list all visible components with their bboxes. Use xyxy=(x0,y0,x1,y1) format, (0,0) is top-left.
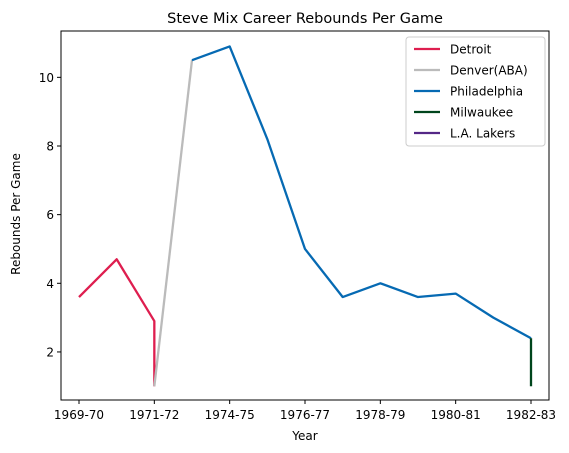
x-tick-label: 1976-77 xyxy=(280,408,330,422)
series-line-denver-aba xyxy=(153,60,194,387)
legend-label: Milwaukee xyxy=(450,106,513,120)
legend-label: Denver(ABA) xyxy=(450,64,528,78)
y-tick-label: 10 xyxy=(39,71,54,85)
legend-box xyxy=(405,36,546,147)
x-tick-label: 1978-79 xyxy=(355,408,405,422)
y-tick-label: 2 xyxy=(46,345,54,359)
plot-layer xyxy=(78,45,533,387)
series-line-philadelphia xyxy=(191,45,532,340)
legend-label: Detroit xyxy=(450,43,492,57)
x-tick-label: 1974-75 xyxy=(205,408,255,422)
x-tick-label: 1982-83 xyxy=(506,408,556,422)
x-axis-label: Year xyxy=(291,429,317,443)
x-tick-label: 1980-81 xyxy=(431,408,481,422)
y-tick-label: 6 xyxy=(46,208,54,222)
chart-title: Steve Mix Career Rebounds Per Game xyxy=(167,11,443,27)
y-axis-label: Rebounds Per Game xyxy=(9,153,23,275)
x-tick-label: 1971-72 xyxy=(129,408,179,422)
x-tick-label: 1969-70 xyxy=(54,408,104,422)
series-line-detroit xyxy=(78,258,156,387)
y-tick-label: 4 xyxy=(46,277,54,291)
axes-layer: 1969-70 1971-72 1974-75 1976-77 1978-79 1980-… xyxy=(39,30,556,422)
legend-label: Philadelphia xyxy=(450,85,523,99)
legend: Detroit Denver(ABA) Philadelphia Milwaukee L… xyxy=(405,36,546,147)
y-tick-label: 8 xyxy=(46,139,54,153)
legend-label: L.A. Lakers xyxy=(450,127,515,141)
